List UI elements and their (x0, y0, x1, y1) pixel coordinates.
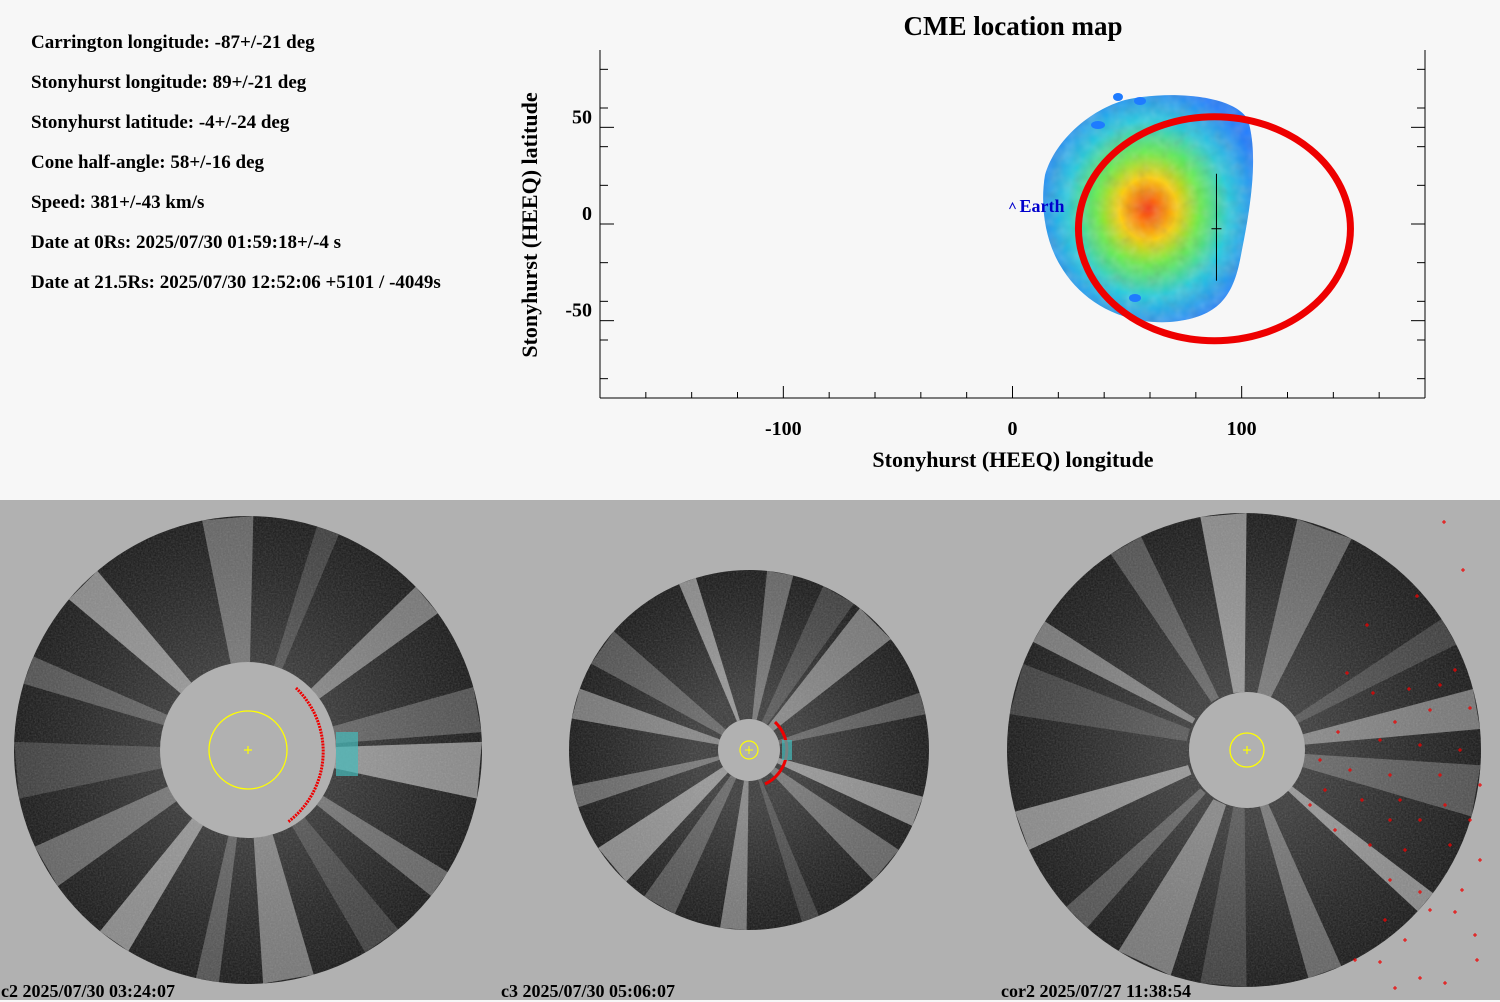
c2-cme-feature (336, 732, 358, 776)
cone-half-angle-text: Cone half-angle: 58+/-16 deg (31, 152, 265, 173)
cor2-cme-point (1318, 758, 1322, 762)
cor2-cme-point (1378, 960, 1382, 964)
cor2-cme-point (1360, 798, 1364, 802)
cor2-cme-point (1418, 890, 1422, 894)
cor2-sun-center (1243, 746, 1251, 754)
cor2-cme-point (1348, 768, 1352, 772)
cor2-cme-point (1438, 683, 1442, 687)
cor2-cme-point (1475, 958, 1479, 962)
carrington-longitude-text: Carrington longitude: -87+/-21 deg (31, 32, 315, 53)
cor2-cme-point (1398, 798, 1402, 802)
map-axes (599, 50, 1426, 399)
c2-coronagraph-image (14, 516, 482, 984)
cor2-cme-point (1403, 848, 1407, 852)
cor2-cme-point (1478, 858, 1482, 862)
x-tick-label: -100 (765, 418, 802, 440)
cor2-cme-point (1418, 976, 1422, 980)
cor2-cme-point (1333, 828, 1337, 832)
y-tick-label: -50 (565, 300, 592, 322)
c3-sun-limb (739, 740, 759, 760)
c3-caption: c3 2025/07/30 05:06:07 (501, 981, 675, 1001)
stonyhurst-latitude-text: Stonyhurst latitude: -4+/-24 deg (31, 112, 290, 133)
cor2-cme-point (1388, 773, 1392, 777)
cor2-cme-point (1407, 687, 1411, 691)
x-tick-label: 100 (1227, 418, 1257, 440)
y-tick-label: 0 (582, 203, 592, 225)
cor2-coronagraph-image (1007, 513, 1482, 990)
cor2-cme-point (1453, 668, 1457, 672)
cor2-cme-point (1460, 888, 1464, 892)
heatmap-blob (1043, 93, 1254, 323)
cor2-cme-point (1478, 783, 1482, 787)
cor2-cme-point (1473, 933, 1477, 937)
cor2-cme-point (1468, 706, 1472, 710)
x-tick-label: 0 (1008, 418, 1018, 440)
stonyhurst-longitude-text: Stonyhurst longitude: 89+/-21 deg (31, 72, 307, 93)
cor2-sun-limb (1229, 732, 1265, 768)
top-panel: Carrington longitude: -87+/-21 deg Stony… (0, 0, 1500, 500)
cor2-cme-point (1403, 938, 1407, 942)
cor2-cme-point (1428, 908, 1432, 912)
cor2-cme-point (1345, 671, 1349, 675)
cor2-cme-point (1468, 818, 1472, 822)
cor2-cme-point (1453, 910, 1457, 914)
bottom-panel (0, 500, 1500, 1000)
y-axis-label: Stonyhurst (HEEQ) latitude (517, 92, 542, 357)
c3-sun-center (745, 746, 753, 754)
earth-marker (1009, 201, 1016, 210)
cor2-cme-point (1308, 803, 1312, 807)
cor2-cme-point (1418, 818, 1422, 822)
date-21rs-text: Date at 21.5Rs: 2025/07/30 12:52:06 +510… (31, 272, 441, 293)
cor2-cme-point (1458, 748, 1462, 752)
date-0rs-text: Date at 0Rs: 2025/07/30 01:59:18+/-4 s (31, 232, 342, 253)
cor2-cme-point (1443, 981, 1447, 985)
earth-label: Earth (1020, 196, 1065, 216)
cor2-cme-point (1443, 803, 1447, 807)
cor2-cme-point (1388, 878, 1392, 882)
cor2-caption: cor2 2025/07/27 11:38:54 (1001, 981, 1191, 1001)
c2-sun-limb (208, 710, 288, 790)
cor2-cme-point (1368, 843, 1372, 847)
cor2-cme-point (1393, 720, 1397, 724)
cor2-cme-point (1336, 730, 1340, 734)
cor2-cme-point (1323, 788, 1327, 792)
cor2-cme-point (1353, 958, 1357, 962)
cor2-cme-point (1388, 818, 1392, 822)
cor2-cme-point (1393, 986, 1397, 990)
c3-coronagraph-image (569, 570, 929, 930)
cme-location-map: CME location map -100 0 100 50 0 -50 Sto… (517, 11, 1426, 472)
speed-text: Speed: 381+/-43 km/s (31, 192, 205, 213)
cor2-cme-points (1308, 520, 1482, 990)
coronagraph-images (14, 513, 1482, 990)
map-marks (1009, 113, 1354, 345)
cor2-cme-point (1428, 708, 1432, 712)
cor2-cme-point (1442, 520, 1446, 524)
cor2-cme-point (1418, 743, 1422, 747)
x-axis-label: Stonyhurst (HEEQ) longitude (872, 447, 1153, 472)
c2-caption: c2 2025/07/30 03:24:07 (1, 981, 175, 1001)
c2-sun-center (244, 746, 252, 754)
cor2-cme-point (1448, 843, 1452, 847)
cor2-cme-point (1378, 738, 1382, 742)
cor2-cme-point (1365, 623, 1369, 627)
cme-cone-outline (1074, 113, 1354, 345)
cor2-cme-point (1371, 691, 1375, 695)
cor2-cme-point (1438, 773, 1442, 777)
c3-cme-feature (782, 740, 792, 760)
cor2-cme-point (1415, 594, 1419, 598)
map-title: CME location map (904, 11, 1123, 41)
cor2-cme-point (1383, 918, 1387, 922)
cor2-cme-point (1461, 568, 1465, 572)
y-tick-label: 50 (572, 106, 592, 128)
c2-cme-front (287, 686, 325, 824)
